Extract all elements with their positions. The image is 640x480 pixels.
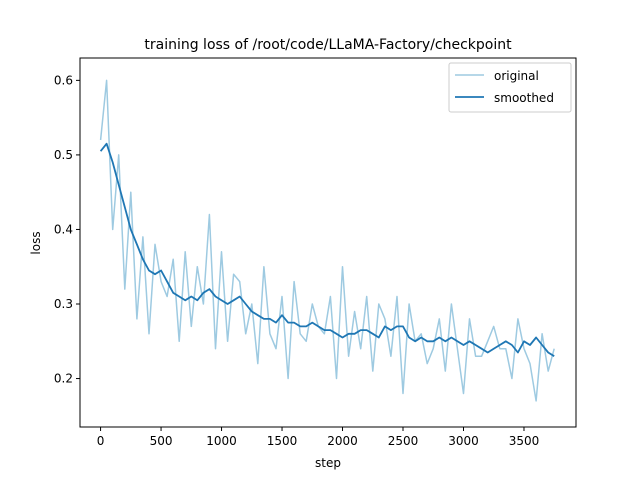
y-axis-ticks: 0.2 0.3 0.4 0.5 0.6: [54, 73, 80, 386]
x-tick-label: 1500: [267, 434, 298, 448]
axes-frame: [79, 57, 577, 428]
y-tick-label: 0.5: [54, 148, 73, 162]
series-line-original: [99, 79, 555, 402]
x-axis-ticks: 0 500 1000 1500 2000 2500 3000 3500: [97, 427, 540, 448]
x-tick-label: 2000: [327, 434, 358, 448]
legend: original smoothed: [448, 62, 572, 113]
series-line-smoothed: [99, 142, 555, 357]
x-tick-label: 0: [97, 434, 105, 448]
x-tick-label: 3000: [448, 434, 479, 448]
legend-label-smoothed: smoothed: [494, 91, 554, 105]
x-tick-label: 500: [150, 434, 173, 448]
legend-label-original: original: [494, 69, 539, 83]
x-axis-label: step: [315, 456, 341, 470]
y-axis-label: loss: [29, 231, 43, 254]
y-tick-label: 0.4: [54, 222, 73, 236]
plot-area: [79, 57, 577, 428]
y-tick-label: 0.6: [54, 73, 73, 87]
x-tick-label: 2500: [388, 434, 419, 448]
chart-title: training loss of /root/code/LLaMA-Factor…: [144, 37, 512, 53]
x-tick-label: 1000: [206, 434, 237, 448]
x-tick-label: 3500: [509, 434, 540, 448]
series-layer: [99, 79, 555, 402]
y-tick-label: 0.2: [54, 372, 73, 386]
y-tick-label: 0.3: [54, 297, 73, 311]
